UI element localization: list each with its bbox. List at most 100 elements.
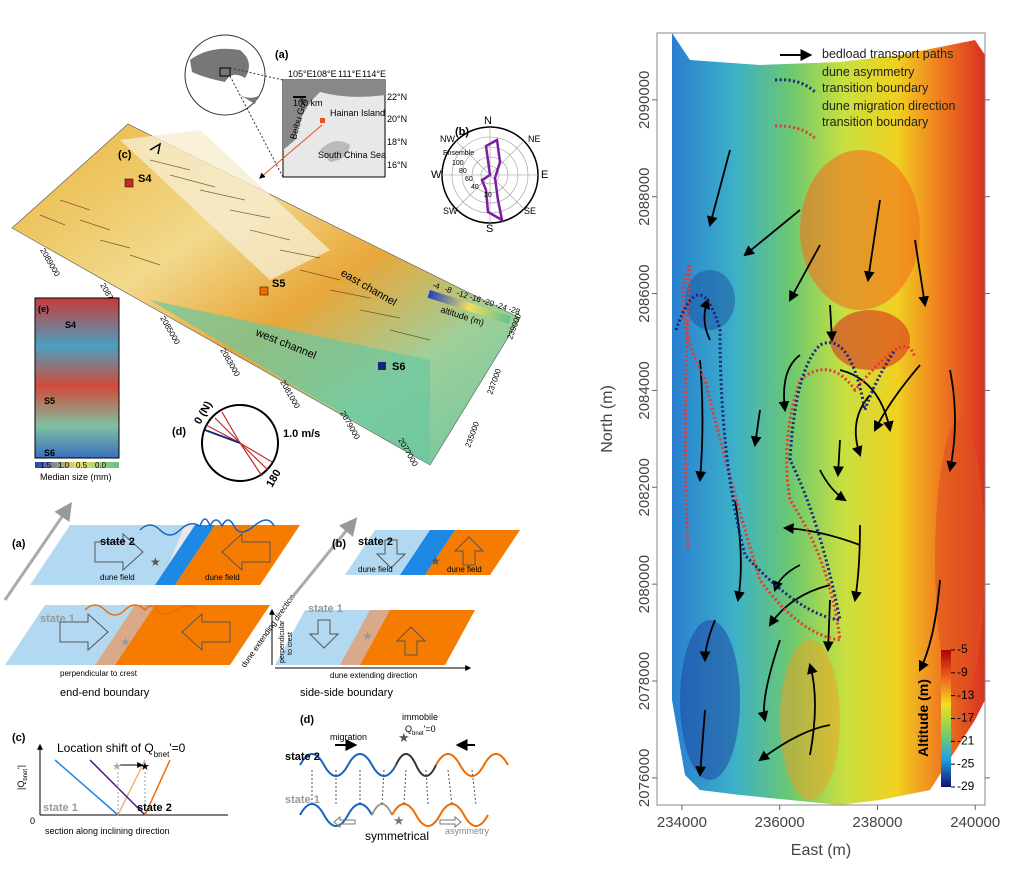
- direction-label: NW: [440, 134, 455, 144]
- y-tick-label: 2088000: [636, 167, 653, 225]
- caption: side-side boundary: [300, 687, 393, 699]
- colorbar-tick-label: -13: [957, 688, 975, 702]
- state-label: state 1: [43, 802, 78, 814]
- shift-chart: ★ ★ (c) Location shift of Qbnet'=0 |Qbnet…: [12, 732, 228, 836]
- grain-tick: 1.5: [40, 461, 52, 470]
- east-tick: 237000: [485, 367, 503, 396]
- state-label: state 2: [358, 536, 393, 548]
- direction-label: W: [431, 169, 442, 181]
- scale-label: 100 km: [293, 98, 323, 108]
- speed-label: 1.0 m/s: [283, 428, 320, 440]
- ring-label: 20: [484, 192, 492, 199]
- panel-label: (c): [12, 732, 26, 744]
- station-label: S5: [272, 278, 285, 290]
- x-tick-label: 238000: [852, 814, 902, 831]
- state-label: state 2: [137, 802, 172, 814]
- legend-label: bedload transport paths: [822, 47, 953, 61]
- lon-tick: 114°E: [362, 69, 386, 79]
- current-rose: 0 (N) 1.0 m/s 180 (d): [172, 399, 320, 489]
- y-tick-label: 2078000: [636, 652, 653, 710]
- axis-label: perpendicular: [279, 620, 286, 663]
- x-axis-label: East (m): [791, 842, 851, 859]
- svg-text:★: ★: [430, 554, 441, 568]
- lat-tick: 22°N: [387, 92, 407, 102]
- label-part: '|: [16, 765, 26, 769]
- title-part: Location shift of Q: [57, 741, 154, 755]
- direction-label: N: [484, 115, 492, 127]
- panel-label: (e): [38, 304, 49, 314]
- panel-label: (b): [332, 538, 346, 550]
- colorbar-tick: -12: [455, 288, 469, 300]
- rose-caption: Ensemble: [443, 150, 474, 157]
- colorbar-tick-label: -9: [957, 665, 968, 679]
- place-label: Hainan Island: [330, 108, 385, 118]
- legend-label: dune asymmetry: [822, 65, 915, 79]
- y-axis-label: North (m): [599, 385, 616, 453]
- y-tick-label: 2090000: [636, 71, 653, 129]
- colorbar: [941, 650, 951, 787]
- y-tick-label: 2086000: [636, 264, 653, 322]
- lon-tick: 108°E: [312, 69, 337, 79]
- field-label: dune field: [205, 573, 240, 582]
- state-label: state 1: [40, 613, 75, 625]
- colorbar-label: Altitude (m): [915, 679, 931, 757]
- lon-tick: 111°E: [338, 69, 361, 79]
- label-part: Q: [405, 724, 412, 734]
- east-tick: 235000: [463, 420, 481, 449]
- field-label: dune field: [100, 573, 135, 582]
- globe: [184, 34, 284, 178]
- legend-label: transition boundary: [822, 81, 929, 95]
- lat-tick: 18°N: [387, 137, 407, 147]
- direction-label: SE: [524, 206, 536, 216]
- label-part: bnet: [412, 731, 424, 737]
- title-part: '=0: [169, 741, 185, 755]
- symmetry-label: symmetrical: [365, 829, 429, 843]
- lat-tick: 16°N: [387, 160, 407, 170]
- end-end-schematic: ★ ★ (a) state 2 state 1 dune field dune …: [3, 502, 300, 699]
- x-label: section along inclining direction: [45, 826, 170, 836]
- panel-label: (d): [300, 714, 314, 726]
- panel-label: (b): [455, 126, 469, 138]
- colorbar-tick: -8: [443, 284, 453, 295]
- svg-text:★: ★: [120, 635, 131, 649]
- lat-tick: 20°N: [387, 114, 407, 124]
- svg-text:★: ★: [140, 761, 150, 773]
- terrain-map: [672, 33, 985, 805]
- grain-map: (e) S4 S5 S6 1.5 1.0 0.5 0.0 Median size…: [34, 297, 120, 482]
- svg-text:★: ★: [362, 629, 373, 643]
- svg-text:★: ★: [112, 761, 122, 773]
- panel-label: (d): [172, 426, 186, 438]
- grain-tick: 1.0: [58, 461, 70, 470]
- panel-label: (a): [12, 538, 26, 550]
- x-tick-label: 240000: [950, 814, 1000, 831]
- wind-rose: N NE E SE S SW W NW Ensemble 100 80 60 4…: [431, 115, 548, 235]
- caption: end-end boundary: [60, 687, 150, 699]
- ring-label: 100: [452, 160, 464, 167]
- migration-label: migration: [330, 732, 367, 742]
- state-label: state 2: [285, 751, 320, 763]
- place-label: South China Sea: [318, 150, 386, 160]
- immobile-label: immobile: [402, 712, 438, 722]
- station-label: S4: [138, 173, 152, 185]
- colorbar-tick: -28: [507, 304, 521, 316]
- state-label: state 1: [308, 603, 343, 615]
- grain-caption: Median size (mm): [40, 472, 112, 482]
- profile-schematic: ★ ★ (d) migration immobile Qbnet'=0 stat…: [285, 712, 509, 843]
- side-side-schematic: ★ ★ (b) state 2 state 1 dune field dune …: [269, 517, 520, 699]
- y-tick-label: 2082000: [636, 458, 653, 516]
- axis-label: to crest: [287, 632, 294, 655]
- state-label: state 1: [285, 794, 320, 806]
- legend-label: transition boundary: [822, 115, 929, 129]
- field-label: dune field: [358, 565, 393, 574]
- colorbar-tick: -24: [494, 300, 508, 312]
- grain-tick: 0.0: [95, 461, 107, 470]
- lon-tick: 105°E: [288, 69, 313, 79]
- colorbar-tick: -20: [481, 296, 495, 308]
- colorbar-tick-label: -25: [957, 756, 975, 770]
- y-tick-label: 2084000: [636, 361, 653, 419]
- field-label: dune field: [447, 565, 482, 574]
- y-tick-label: 2076000: [636, 749, 653, 807]
- station-label: S4: [65, 320, 76, 330]
- label-part: |Q: [16, 781, 26, 790]
